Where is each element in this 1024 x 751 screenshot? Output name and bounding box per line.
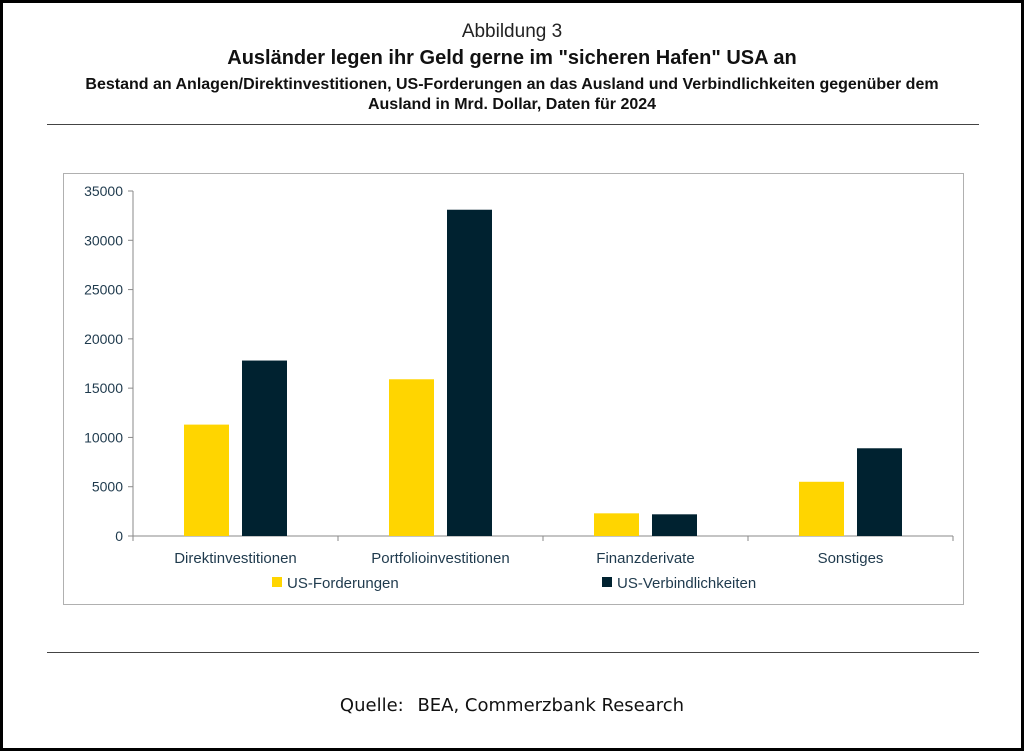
- y-tick-label: 20000: [84, 331, 123, 347]
- chart-subtitle: Bestand an Anlagen/Direktinvestitionen, …: [85, 76, 939, 113]
- bar-forderungen: [184, 424, 229, 536]
- bottom-divider: [47, 652, 979, 653]
- x-tick-label: Finanzderivate: [596, 550, 694, 567]
- x-tick-label: Direktinvestitionen: [174, 550, 297, 567]
- bar-forderungen: [799, 481, 844, 536]
- y-tick-label: 10000: [84, 429, 123, 445]
- x-tick-label: Sonstiges: [818, 550, 884, 567]
- source-line: Quelle: BEA, Commerzbank Research: [3, 695, 1021, 716]
- bar-verbindlichkeiten: [447, 209, 492, 536]
- legend-swatch: [602, 577, 612, 587]
- legend-label: US-Verbindlichkeiten: [617, 575, 756, 592]
- chart-title: Ausländer legen ihr Geld gerne im "siche…: [227, 47, 797, 69]
- y-tick-label: 5000: [92, 479, 123, 495]
- y-tick-label: 15000: [84, 380, 123, 396]
- source-label: Quelle:: [339, 695, 404, 716]
- bar-verbindlichkeiten: [652, 514, 697, 536]
- figure-label: Abbildung 3: [461, 21, 563, 42]
- top-divider: [47, 124, 979, 125]
- bar-verbindlichkeiten: [857, 448, 902, 536]
- y-tick-label: 25000: [84, 282, 123, 298]
- bar-verbindlichkeiten: [242, 360, 287, 536]
- bar-forderungen: [389, 379, 434, 536]
- source-text: BEA, Commerzbank Research: [417, 695, 685, 716]
- legend-label: US-Forderungen: [287, 575, 399, 592]
- y-tick-label: 35000: [84, 183, 123, 199]
- y-tick-label: 30000: [84, 232, 123, 248]
- legend-swatch: [272, 577, 282, 587]
- chart-area: 0 5000 10000 15000 20000 25000 30000 35000 Direk…: [63, 173, 964, 605]
- bar-forderungen: [594, 513, 639, 536]
- y-tick-label: 0: [115, 528, 123, 544]
- bar-chart: 0 5000 10000 15000 20000 25000 30000 35000 Direk…: [84, 183, 954, 592]
- x-tick-label: Portfolioinvestitionen: [371, 550, 509, 567]
